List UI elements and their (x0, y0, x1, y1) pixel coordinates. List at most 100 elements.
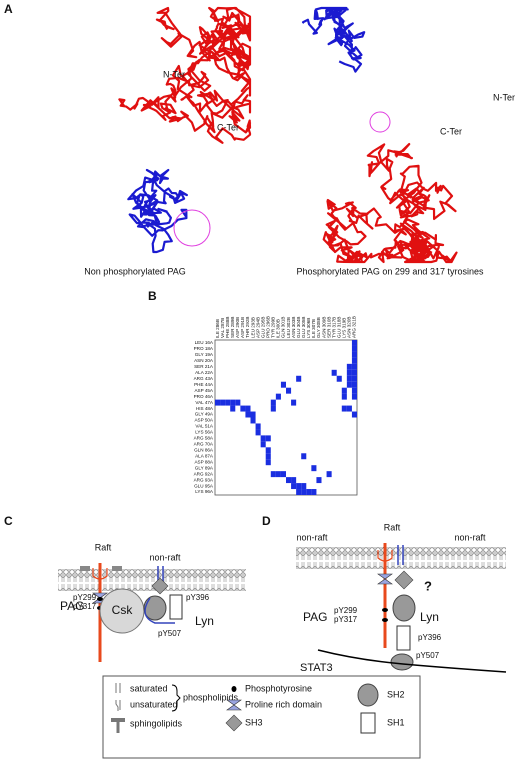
panel-label: B (148, 289, 157, 303)
column-label: LYS 306B (306, 318, 311, 338)
backbone (301, 6, 366, 73)
column-label: VAL 287B (220, 318, 225, 338)
contact-cell (341, 387, 347, 394)
proline-rich-domain (377, 573, 393, 585)
backbone (127, 168, 188, 254)
bracket (171, 684, 181, 712)
membrane (296, 547, 506, 569)
row-label: GLY 89A (195, 465, 214, 470)
contact-cell (286, 387, 292, 394)
legend-text: SH1 (387, 717, 405, 727)
row-label: GLU 95A (194, 483, 214, 488)
contact-cell (346, 375, 352, 382)
contact-cell (301, 453, 307, 460)
proline-rich-icon (226, 699, 242, 711)
contact-cell (250, 411, 256, 418)
sphingolipid (80, 566, 90, 571)
palmitate (377, 550, 393, 562)
py-label: pY507 (158, 629, 182, 638)
sh3 (394, 570, 414, 590)
saturated-icon (115, 683, 121, 693)
row-label: GLY 19A (195, 352, 214, 357)
contact-cell (240, 405, 246, 412)
column-label: ASP 294B (255, 317, 260, 338)
contact-cell (351, 363, 357, 370)
contact-cell (265, 453, 271, 460)
contact-cell (255, 423, 261, 430)
contact-cell (346, 405, 352, 412)
row-label: ARG 43A (194, 376, 214, 381)
lyn-chain (144, 597, 175, 624)
column-label: GLU 318B (336, 317, 341, 338)
contact-cell (230, 405, 236, 412)
legend-text: sphingolipids (130, 718, 183, 728)
py-label: pY299 (334, 606, 358, 615)
row-label: GLY 49A (195, 412, 214, 417)
column-label: ASN 320B (347, 317, 352, 338)
column-label: PRO 296B (265, 316, 270, 338)
column-label: LEU 302B (286, 317, 291, 338)
contact-cell (316, 477, 322, 484)
column-label: TYR 317B (331, 317, 336, 338)
panel-label: C (4, 514, 13, 528)
non-raft-label: non-raft (149, 552, 181, 562)
legend-text: SH3 (245, 717, 263, 727)
sh3-icon (225, 714, 243, 732)
row-label: LYS 56A (195, 430, 214, 435)
contact-cell (346, 369, 352, 376)
lyn-anchor (397, 545, 404, 565)
row-label: PRO 18A (194, 346, 214, 351)
row-label: ALA 87A (195, 453, 214, 458)
sphingolipid (112, 566, 122, 571)
contact-cell (275, 471, 281, 478)
column-label: PHE 288B (225, 317, 230, 338)
contact-cell (260, 441, 266, 448)
contact-cell (235, 399, 241, 406)
column-label: SER 289B (230, 317, 235, 338)
contact-cell (301, 483, 307, 490)
legend-text: saturated (130, 683, 168, 693)
column-label: THR 292B (245, 317, 250, 338)
contact-cell (270, 405, 276, 412)
contact-cell (336, 375, 342, 382)
contact-cell (265, 459, 271, 466)
row-label: ALA 22A (195, 370, 214, 375)
contact-cell (230, 399, 236, 406)
sh3 (151, 577, 169, 595)
contact-cell (286, 477, 292, 484)
contact-cell (351, 411, 357, 418)
row-label: ARG 58A (194, 436, 214, 441)
contact-cell (351, 351, 357, 358)
contact-cell (301, 489, 307, 495)
contact-cell (255, 429, 261, 436)
contact-cell (341, 393, 347, 400)
panel-label: D (262, 514, 271, 528)
contact-cell (306, 489, 312, 495)
row-label: SER 21A (194, 364, 214, 369)
phosphotyrosine-icon (231, 686, 237, 692)
contact-cell (245, 405, 251, 412)
contact-matrix (214, 339, 358, 496)
row-label: PHE 44A (194, 382, 214, 387)
row-label: LEU 16A (195, 340, 214, 345)
legend-text: phospholipids (183, 692, 239, 702)
contact-cell (296, 489, 302, 495)
column-label: SER 310B (326, 317, 331, 338)
row-label: PRO 46A (194, 394, 214, 399)
contact-cell (270, 399, 276, 406)
legend-text: Phosphotyrosine (245, 683, 312, 693)
contact-cell (280, 471, 286, 478)
contact-cell (311, 489, 317, 495)
py-label: pY317 (73, 602, 97, 611)
py-label: pY396 (186, 593, 210, 602)
contact-cell (225, 399, 231, 406)
contact-cell (351, 375, 357, 382)
contact-cell (220, 399, 226, 406)
unsaturated-icon (115, 700, 121, 711)
sh2-icon (357, 683, 379, 707)
legend-text: SH2 (387, 689, 405, 699)
contact-cell (291, 399, 297, 406)
legend-text: unsaturated (130, 699, 178, 709)
py-label: pY507 (416, 651, 440, 660)
